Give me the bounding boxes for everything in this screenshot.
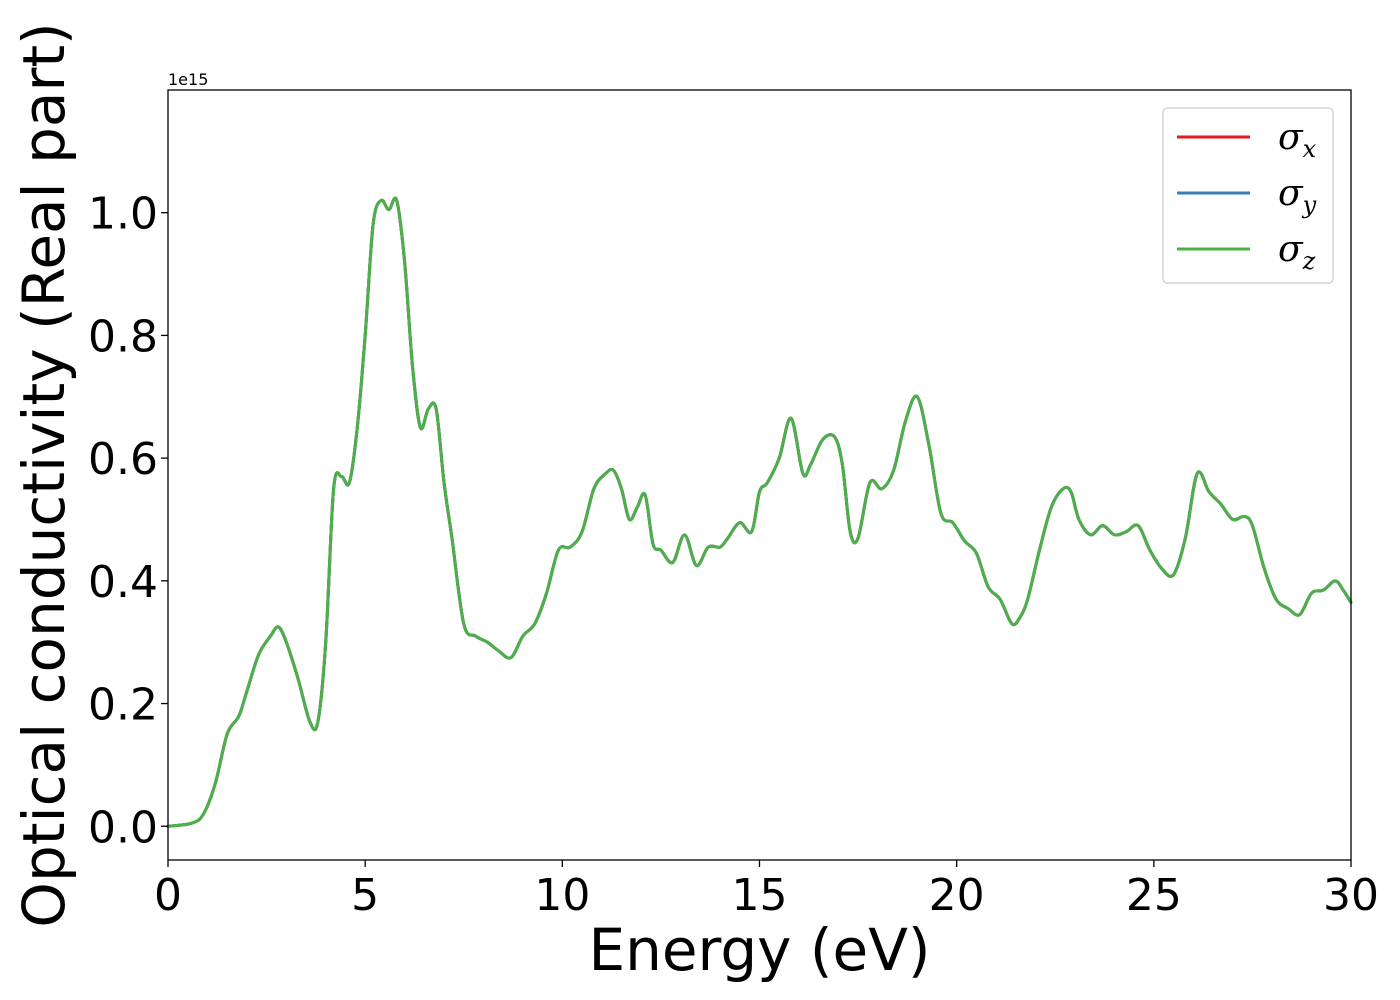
x-axis-label: Energy (eV) xyxy=(588,916,930,984)
y-tick-label: 0.0 xyxy=(88,802,158,853)
y-tick-label: 1.0 xyxy=(88,189,158,240)
x-axis-ticks: 0 5 10 15 20 25 30 xyxy=(154,860,1379,921)
y-axis-label: Optical conductivity (Real part) xyxy=(10,22,78,927)
legend-box xyxy=(1162,107,1334,284)
legend: σx σy σz xyxy=(1162,107,1334,284)
x-tick-label: 30 xyxy=(1323,870,1379,921)
legend-label-y: σy xyxy=(1278,173,1317,219)
x-tick-label: 10 xyxy=(534,870,590,921)
y-tick-label: 0.4 xyxy=(88,557,158,608)
y-tick-label: 0.6 xyxy=(88,434,158,485)
legend-label-z: σz xyxy=(1278,229,1316,275)
x-tick-label: 15 xyxy=(732,870,788,921)
legend-label-x: σx xyxy=(1278,117,1317,163)
y-offset-text: 1e15 xyxy=(168,70,208,89)
y-axis-ticks: 0.0 0.2 0.4 0.6 0.8 1.0 xyxy=(88,189,168,853)
x-tick-label: 20 xyxy=(929,870,985,921)
y-tick-label: 0.8 xyxy=(88,311,158,362)
y-tick-label: 0.2 xyxy=(88,680,158,731)
series-line-z xyxy=(166,196,1353,828)
x-tick-label: 0 xyxy=(154,870,182,921)
x-tick-label: 5 xyxy=(351,870,379,921)
series-layer xyxy=(166,196,1353,828)
x-tick-label: 25 xyxy=(1126,870,1182,921)
